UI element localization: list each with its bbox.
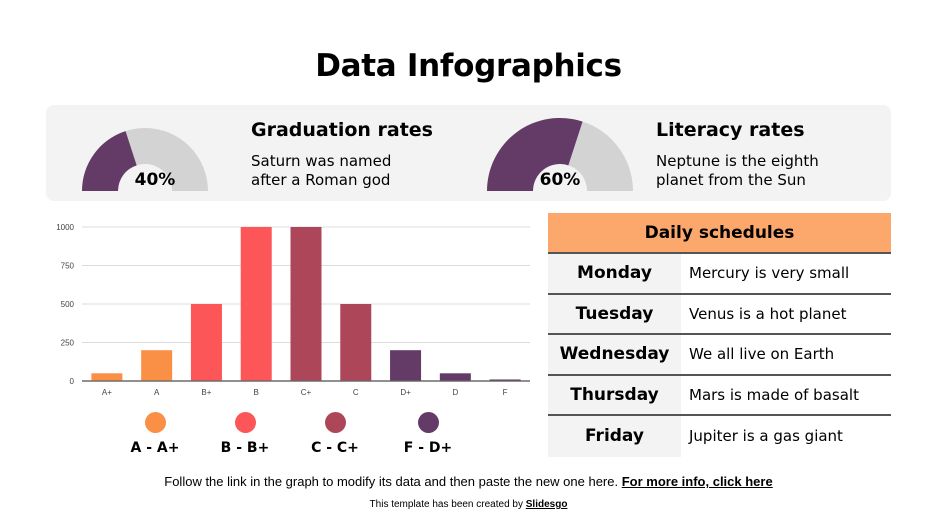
literacy-description-1: Neptune is the eighth <box>656 152 819 170</box>
bar-D+[interactable] <box>390 350 422 381</box>
legend-item-a: A - A+ <box>110 412 200 456</box>
graduation-gauge <box>82 117 208 191</box>
schedule-text: We all live on Earth <box>689 345 835 364</box>
credit-line: This template has been created by Slides… <box>0 499 937 510</box>
y-tick-label: 750 <box>61 262 75 271</box>
graduation-description-2: after a Roman god <box>251 171 391 189</box>
bar-A+[interactable] <box>91 373 123 381</box>
schedule-row: Monday Mercury is very small <box>548 254 891 295</box>
gauge-fill <box>487 117 583 191</box>
literacy-title: Literacy rates <box>656 119 805 141</box>
page-title: Data Infographics <box>315 48 622 84</box>
schedule-row: Tuesday Venus is a hot planet <box>548 294 891 335</box>
footer-note-text: Follow the link in the graph to modify i… <box>164 474 622 489</box>
schedule-row: Thursday Mars is made of basalt <box>548 375 891 416</box>
schedule-text: Jupiter is a gas giant <box>689 427 843 446</box>
schedule-text: Mars is made of basalt <box>689 385 859 404</box>
bar-B[interactable] <box>240 227 272 381</box>
y-tick-label: 500 <box>61 300 75 309</box>
legend-dot-icon <box>234 412 256 433</box>
schedule-text: Venus is a hot planet <box>689 304 847 323</box>
bar-C[interactable] <box>340 304 372 381</box>
schedule-text: Mercury is very small <box>689 264 850 283</box>
legend-item-c: C - C+ <box>290 412 380 456</box>
x-tick-label: C+ <box>301 388 312 397</box>
schedule-day: Wednesday <box>548 335 681 374</box>
credit-text: This template has been created by <box>369 499 526 510</box>
more-info-link[interactable]: For more info, click here <box>621 474 773 489</box>
legend-dot-icon <box>417 412 439 433</box>
literacy-gauge <box>487 117 633 191</box>
bar-F[interactable] <box>489 379 521 381</box>
graduation-title: Graduation rates <box>251 119 433 141</box>
gauge-fill <box>82 131 137 191</box>
x-tick-label: B+ <box>201 388 211 397</box>
slidesgo-link[interactable]: Slidesgo <box>525 499 568 510</box>
bar-A[interactable] <box>141 350 173 381</box>
legend-item-b: B - B+ <box>200 412 290 456</box>
y-tick-label: 1000 <box>56 223 74 232</box>
graduation-description-1: Saturn was named <box>251 152 392 170</box>
x-tick-label: F <box>503 388 508 397</box>
x-tick-label: D <box>452 388 458 397</box>
x-tick-label: C <box>353 388 359 397</box>
schedule-table: Daily schedules Monday Mercury is very s… <box>548 213 891 457</box>
chart-legend: A - A+ B - B+ C - C+ F - D+ <box>110 412 480 462</box>
x-tick-label: D+ <box>400 388 411 397</box>
schedule-day: Tuesday <box>548 294 681 333</box>
legend-dot-icon <box>324 412 346 433</box>
y-tick-label: 250 <box>61 339 75 348</box>
bar-B+[interactable] <box>190 304 222 381</box>
schedule-day: Monday <box>548 254 681 293</box>
literacy-value: 60% <box>539 170 581 190</box>
x-tick-label: B <box>254 388 259 397</box>
schedule-day: Friday <box>548 416 681 457</box>
graduation-value: 40% <box>134 170 176 190</box>
legend-dot-icon <box>144 412 166 433</box>
literacy-description-2: planet from the Sun <box>656 171 806 189</box>
x-tick-label: A <box>154 388 160 397</box>
footer-note: Follow the link in the graph to modify i… <box>0 474 937 489</box>
schedule-row: Friday Jupiter is a gas giant <box>548 416 891 457</box>
y-tick-label: 0 <box>70 377 75 386</box>
schedule-header: Daily schedules <box>548 213 891 254</box>
bar-C+[interactable] <box>290 227 322 381</box>
x-tick-label: A+ <box>102 388 112 397</box>
schedule-day: Thursday <box>548 375 681 414</box>
legend-item-f: F - D+ <box>383 412 473 456</box>
bar-D[interactable] <box>439 373 471 381</box>
schedule-row: Wednesday We all live on Earth <box>548 335 891 376</box>
grades-bar-chart[interactable]: 0 250 500 750 1000 A+ A B+ B C+ C D+ D F <box>40 215 540 405</box>
